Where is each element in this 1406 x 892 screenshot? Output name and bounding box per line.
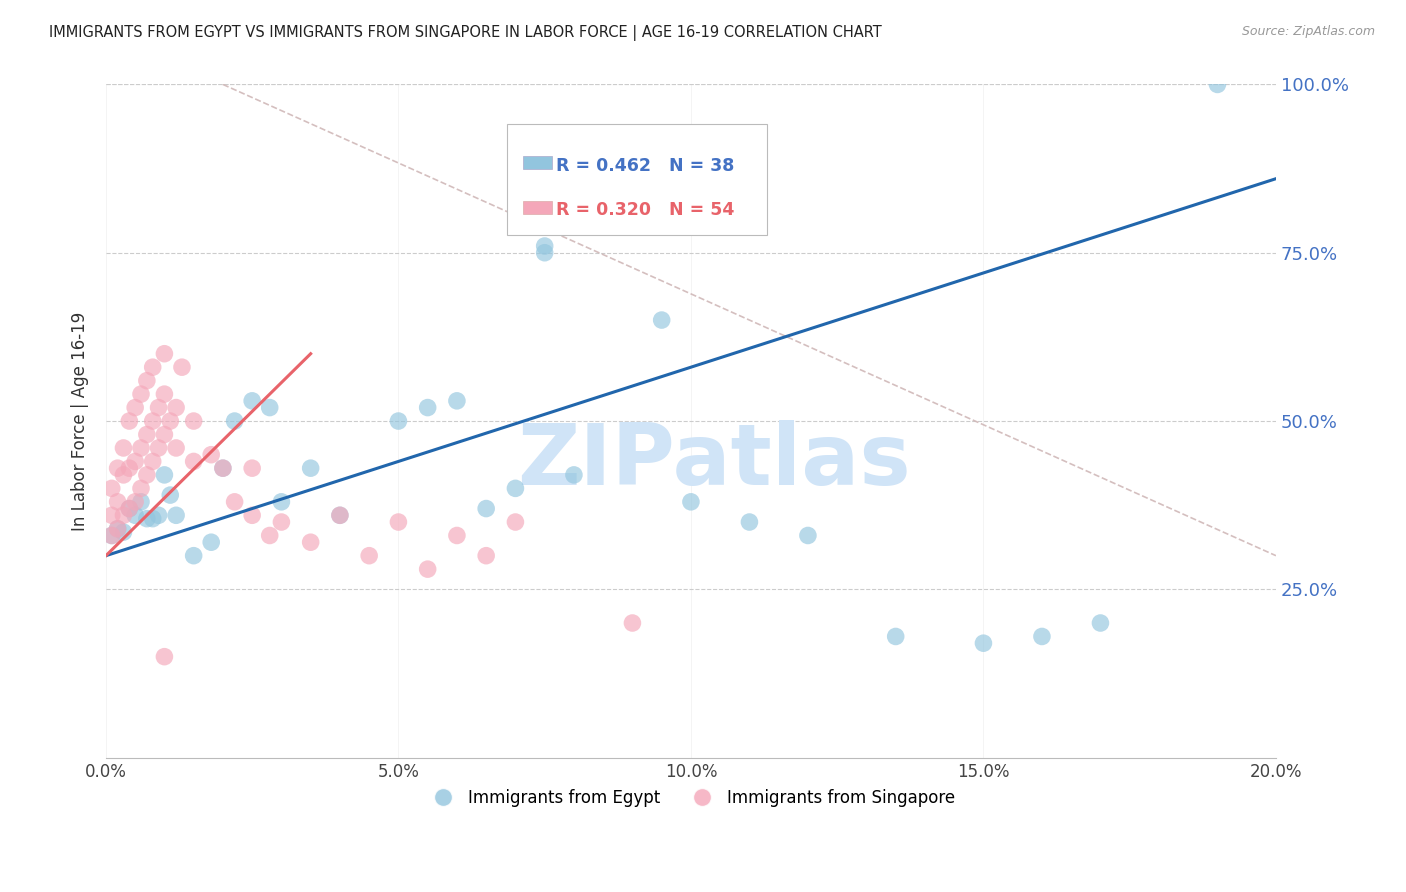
Point: [224, 495, 246, 509]
Point: [533, 158, 555, 172]
Point: [1090, 615, 1112, 630]
Point: [387, 515, 409, 529]
Point: [129, 441, 152, 455]
Point: [183, 549, 205, 563]
Point: [135, 427, 157, 442]
Point: [112, 525, 135, 540]
Point: [446, 528, 468, 542]
Point: [135, 467, 157, 482]
Point: [359, 549, 381, 563]
Text: ZIPatlas: ZIPatlas: [517, 420, 911, 503]
Point: [224, 414, 246, 428]
Point: [329, 508, 352, 523]
Text: IMMIGRANTS FROM EGYPT VS IMMIGRANTS FROM SINGAPORE IN LABOR FORCE | AGE 16-19 CO: IMMIGRANTS FROM EGYPT VS IMMIGRANTS FROM…: [49, 25, 882, 41]
Point: [165, 441, 187, 455]
Point: [107, 522, 129, 536]
Point: [148, 401, 170, 415]
Point: [153, 427, 176, 442]
Point: [884, 630, 907, 644]
Point: [259, 528, 281, 542]
Point: [533, 239, 555, 253]
Point: [118, 414, 141, 428]
Point: [505, 515, 527, 529]
Point: [738, 515, 761, 529]
Point: [124, 454, 146, 468]
Point: [142, 360, 165, 375]
Point: [240, 461, 263, 475]
Point: [621, 615, 644, 630]
Point: [533, 245, 555, 260]
Point: [153, 467, 176, 482]
Point: [142, 454, 165, 468]
Point: [679, 495, 702, 509]
Point: [165, 401, 187, 415]
Point: [1031, 630, 1053, 644]
Point: [124, 508, 146, 523]
Point: [118, 461, 141, 475]
Point: [446, 393, 468, 408]
Point: [212, 461, 235, 475]
Point: [416, 562, 439, 576]
Point: [797, 528, 820, 542]
Legend: Immigrants from Egypt, Immigrants from Singapore: Immigrants from Egypt, Immigrants from S…: [420, 782, 962, 814]
Point: [142, 414, 165, 428]
Point: [135, 511, 157, 525]
Point: [124, 495, 146, 509]
Point: [270, 495, 292, 509]
Point: [562, 212, 585, 227]
Point: [118, 501, 141, 516]
Text: R = 0.462   N = 38: R = 0.462 N = 38: [555, 157, 734, 175]
Point: [200, 535, 222, 549]
Point: [159, 488, 181, 502]
Point: [270, 515, 292, 529]
Point: [129, 481, 152, 495]
Point: [159, 414, 181, 428]
Point: [416, 401, 439, 415]
Point: [100, 528, 122, 542]
Point: [112, 467, 135, 482]
Point: [107, 461, 129, 475]
Point: [153, 387, 176, 401]
Point: [651, 313, 673, 327]
Point: [100, 528, 122, 542]
Point: [505, 481, 527, 495]
Point: [183, 414, 205, 428]
Point: [329, 508, 352, 523]
Point: [129, 495, 152, 509]
Point: [387, 414, 409, 428]
Point: [148, 508, 170, 523]
Point: [124, 401, 146, 415]
Point: [183, 454, 205, 468]
Point: [107, 522, 129, 536]
Point: [153, 649, 176, 664]
Y-axis label: In Labor Force | Age 16-19: In Labor Force | Age 16-19: [72, 311, 89, 531]
Point: [100, 508, 122, 523]
Point: [299, 535, 322, 549]
Point: [259, 401, 281, 415]
Point: [200, 448, 222, 462]
Point: [212, 461, 235, 475]
Point: [148, 441, 170, 455]
Point: [100, 481, 122, 495]
Point: [299, 461, 322, 475]
Point: [240, 508, 263, 523]
Point: [1206, 78, 1229, 92]
Point: [562, 467, 585, 482]
Point: [118, 501, 141, 516]
Point: [112, 441, 135, 455]
Point: [475, 549, 498, 563]
Point: [170, 360, 193, 375]
Point: [475, 501, 498, 516]
Point: [135, 374, 157, 388]
Point: [112, 508, 135, 523]
Point: [240, 393, 263, 408]
Point: [153, 347, 176, 361]
Point: [107, 495, 129, 509]
Point: [972, 636, 994, 650]
Point: [142, 511, 165, 525]
Text: R = 0.320   N = 54: R = 0.320 N = 54: [555, 202, 734, 219]
Text: Source: ZipAtlas.com: Source: ZipAtlas.com: [1241, 25, 1375, 38]
Point: [165, 508, 187, 523]
Point: [129, 387, 152, 401]
